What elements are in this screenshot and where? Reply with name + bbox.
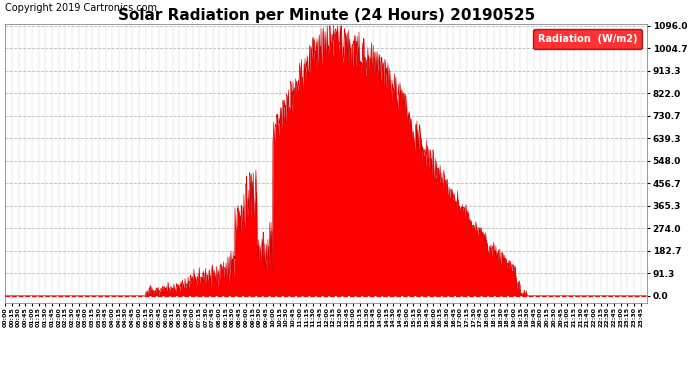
Text: Copyright 2019 Cartronics.com: Copyright 2019 Cartronics.com <box>6 3 157 13</box>
Legend: Radiation  (W/m2): Radiation (W/m2) <box>533 29 642 49</box>
Title: Solar Radiation per Minute (24 Hours) 20190525: Solar Radiation per Minute (24 Hours) 20… <box>117 8 535 23</box>
